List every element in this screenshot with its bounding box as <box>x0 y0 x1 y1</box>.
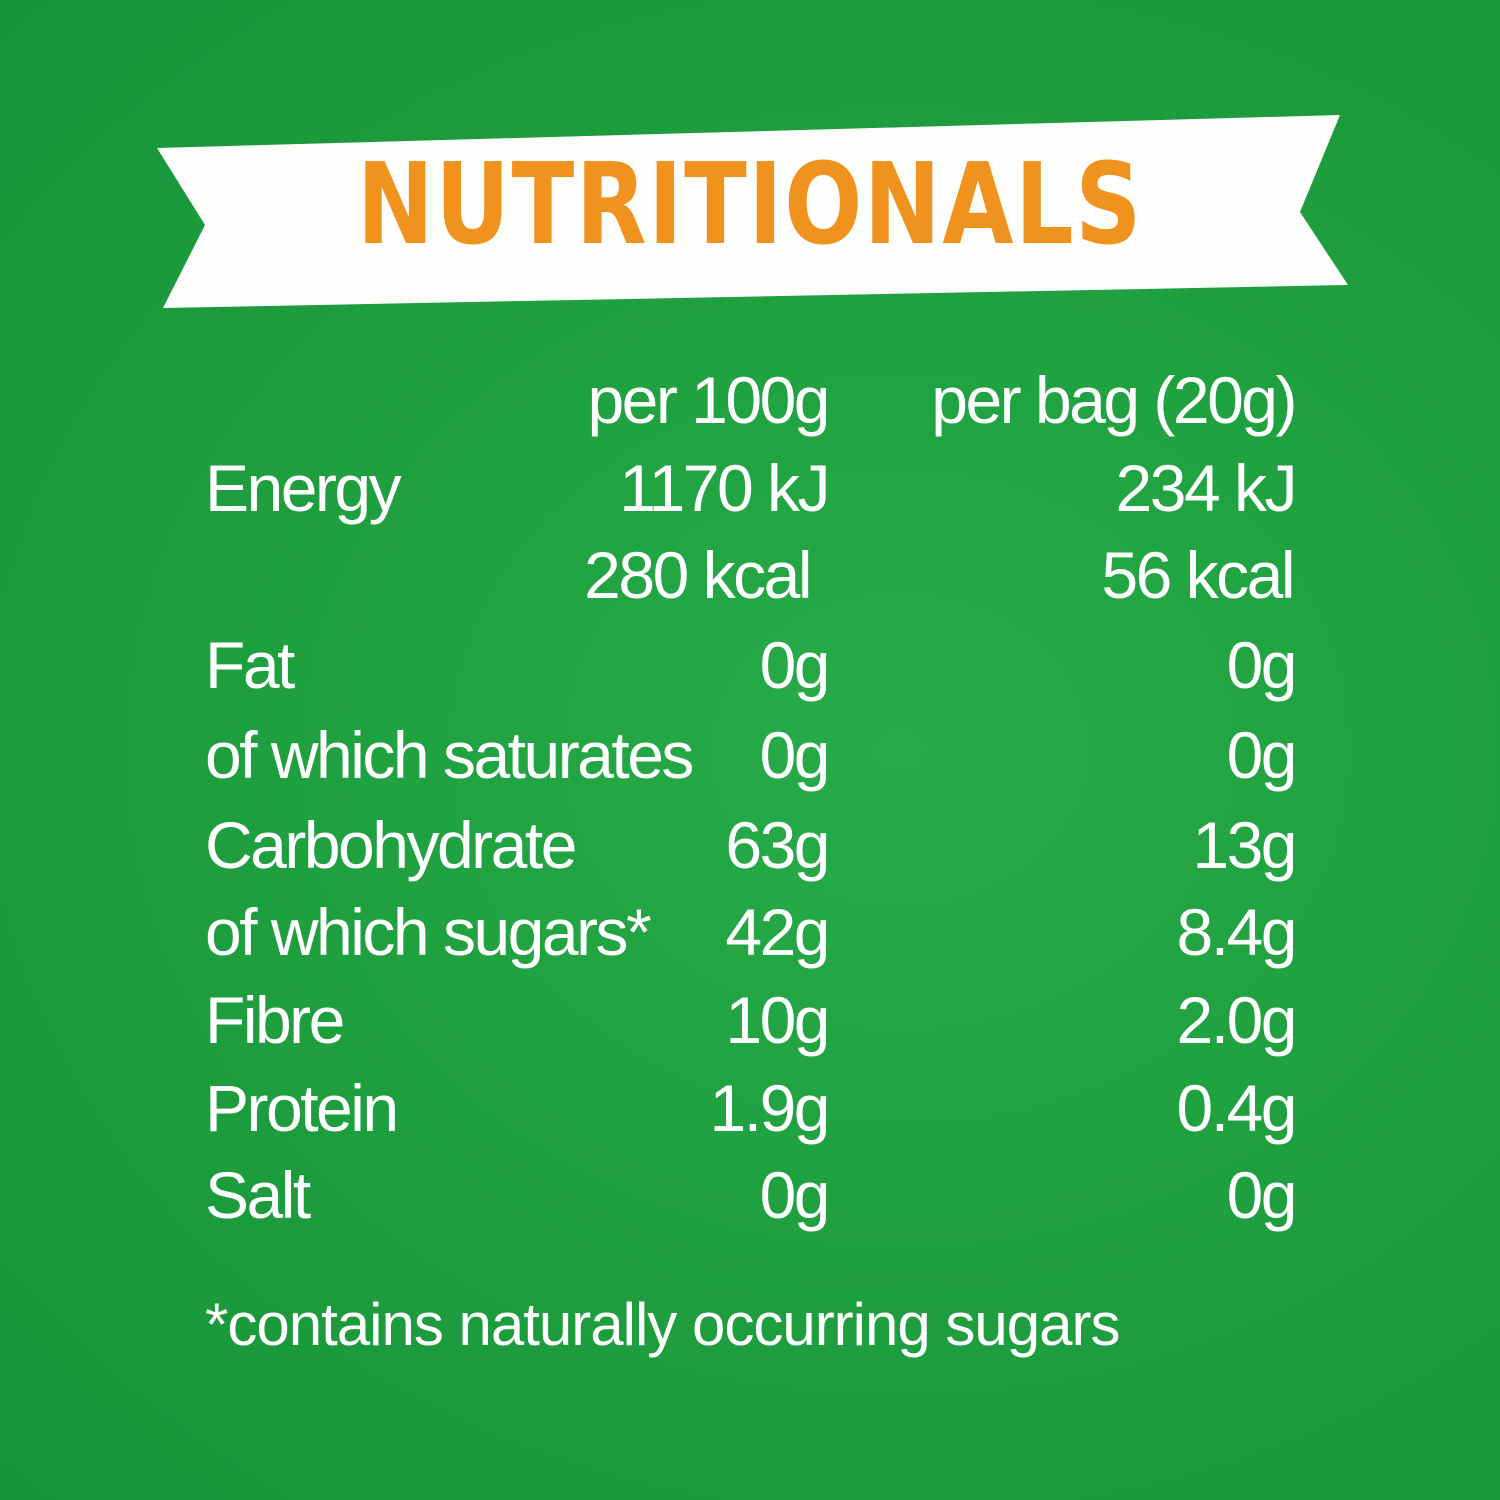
page-title: NUTRITIONALS <box>356 140 1144 270</box>
value-per-bag: 56 kcal <box>1101 538 1295 612</box>
row-label: Carbohydrate <box>205 808 577 882</box>
table-row: Protein 1.9g 0.4g <box>0 1063 1500 1153</box>
value-per-bag: 8.4g <box>1176 895 1298 969</box>
value-per-bag: 0g <box>1226 628 1298 702</box>
row-label: Fibre <box>205 983 345 1057</box>
value-per-100g: 63g <box>725 808 830 882</box>
value-per-bag: 0g <box>1226 1158 1298 1232</box>
table-row: of which sugars* 42g 8.4g <box>0 887 1500 977</box>
value-per-100g: 0g <box>759 628 831 702</box>
value-per-100g: 1.9g <box>709 1071 831 1145</box>
table-row: Salt 0g 0g <box>0 1150 1500 1240</box>
table-row: 280 kcal 56 kcal <box>0 530 1500 620</box>
table-header: per 100g per bag (20g) <box>0 355 1500 445</box>
value-per-bag: 234 kJ <box>1115 451 1298 525</box>
footnote: *contains naturally occurring sugars <box>205 1291 1120 1358</box>
value-per-100g: 10g <box>725 983 830 1057</box>
table-row: Fat 0g 0g <box>0 620 1500 710</box>
value-per-100g: 0g <box>759 718 831 792</box>
value-per-100g: 280 kcal <box>584 538 812 612</box>
row-label: Protein <box>205 1071 399 1145</box>
table-row: Energy 1170 kJ 234 kJ <box>0 443 1500 533</box>
header-per-100g: per 100g <box>587 363 830 437</box>
row-label: of which saturates <box>205 718 694 792</box>
table-row: Fibre 10g 2.0g <box>0 975 1500 1065</box>
row-label: Energy <box>205 451 402 525</box>
row-label: Salt <box>205 1158 311 1232</box>
value-per-100g: 0g <box>759 1158 831 1232</box>
header-per-bag: per bag (20g) <box>931 363 1297 437</box>
row-label: of which sugars* <box>205 895 652 969</box>
value-per-100g: 1170 kJ <box>619 451 830 525</box>
value-per-bag: 0.4g <box>1176 1071 1298 1145</box>
value-per-bag: 13g <box>1192 808 1297 882</box>
table-row: Carbohydrate 63g 13g <box>0 800 1500 890</box>
value-per-bag: 2.0g <box>1176 983 1298 1057</box>
title-banner <box>157 115 1348 308</box>
table-row: of which saturates 0g 0g <box>0 710 1500 800</box>
value-per-bag: 0g <box>1226 718 1298 792</box>
row-label: Fat <box>205 628 295 702</box>
value-per-100g: 42g <box>725 895 830 969</box>
